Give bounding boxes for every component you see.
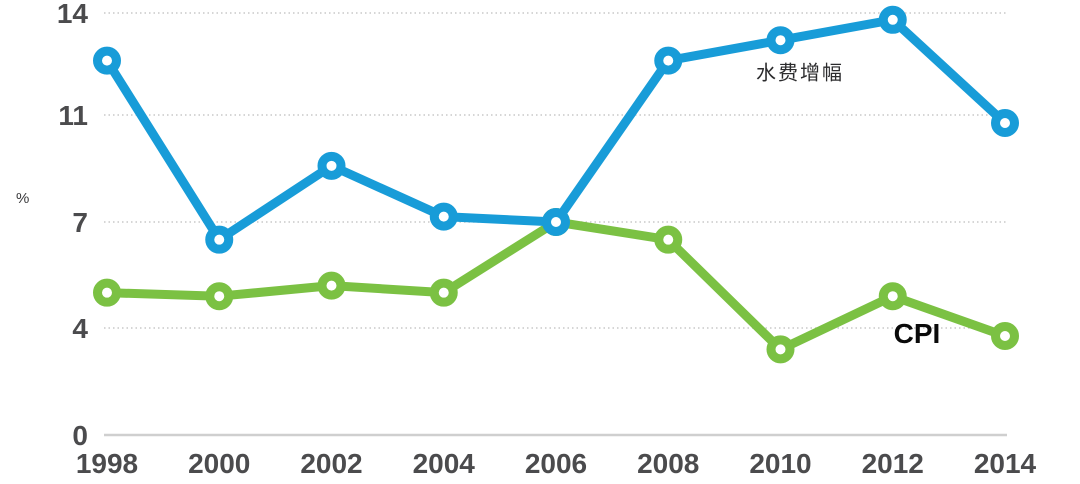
x-tick-label: 1998	[76, 448, 138, 479]
data-point-marker	[317, 151, 346, 180]
data-point-marker	[205, 282, 234, 311]
y-tick-label: 7	[72, 207, 88, 238]
series-label-water-fee-growth: 水费增幅	[756, 62, 844, 85]
data-point-marker	[317, 271, 346, 300]
data-point-marker	[878, 282, 907, 311]
y-tick-label: 4	[72, 313, 88, 344]
y-axis-unit-label: %	[16, 190, 30, 207]
data-point-marker	[878, 5, 907, 34]
series-line-CPI	[102, 217, 1010, 354]
data-point-marker	[654, 225, 683, 254]
data-point-marker	[991, 322, 1019, 351]
data-point-marker	[93, 278, 121, 307]
data-point-marker	[93, 46, 121, 75]
x-tick-label: 2000	[188, 448, 250, 479]
x-tick-label: 2004	[413, 448, 476, 479]
series-label-cpi: CPI	[893, 318, 941, 349]
y-tick-label: 11	[58, 100, 88, 131]
y-tick-label: 14	[57, 0, 89, 29]
y-tick-label: 0	[72, 420, 88, 451]
data-point-marker	[429, 278, 458, 307]
data-point-marker	[766, 335, 795, 364]
data-point-marker	[991, 109, 1019, 138]
data-point-marker	[766, 26, 795, 55]
x-tick-label: 2012	[862, 448, 924, 479]
data-point-marker	[654, 46, 683, 75]
data-point-marker	[542, 208, 570, 236]
x-tick-label: 2010	[749, 448, 811, 479]
series-line-水费增幅	[102, 15, 1010, 245]
x-tick-label: 2014	[974, 448, 1037, 479]
x-tick-label: 2002	[300, 448, 362, 479]
data-point-marker	[205, 225, 234, 254]
x-tick-label: 2008	[637, 448, 699, 479]
data-point-marker	[429, 202, 458, 231]
x-tick-label: 2006	[525, 448, 587, 479]
